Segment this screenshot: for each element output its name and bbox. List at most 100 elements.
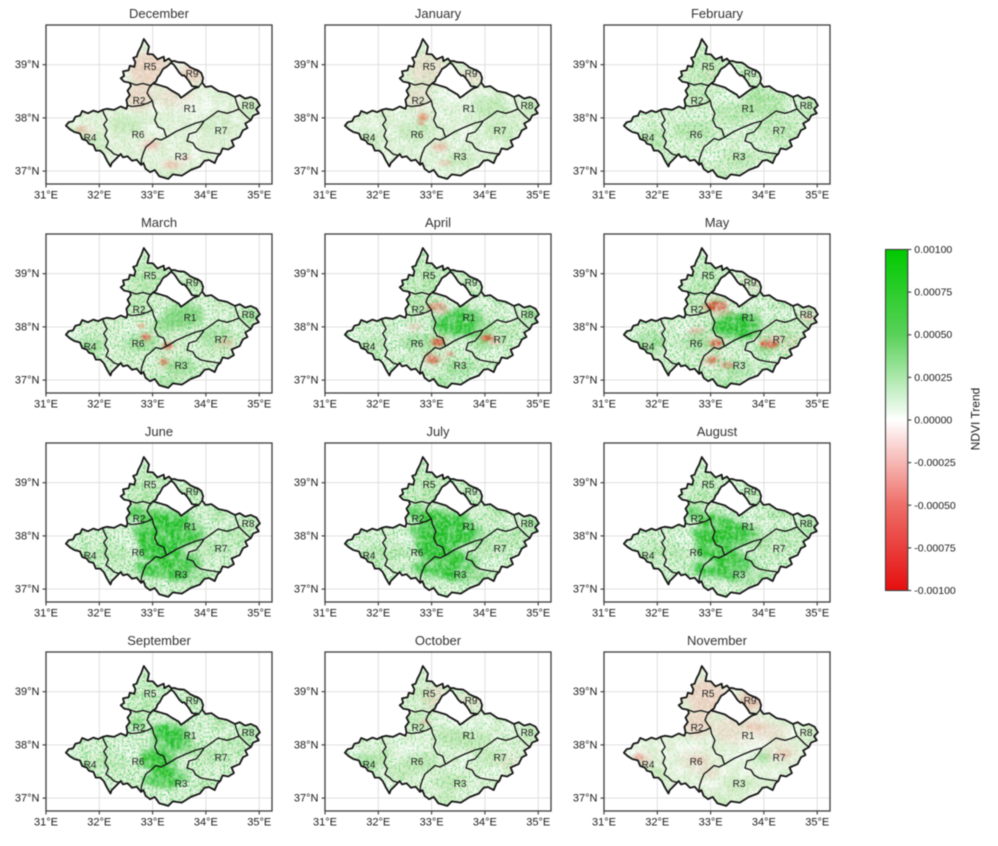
svg-text:38°N: 38°N	[294, 112, 319, 124]
svg-text:R7: R7	[773, 335, 786, 346]
svg-text:33°E: 33°E	[141, 817, 165, 829]
svg-text:R9: R9	[186, 278, 199, 289]
svg-text:March: March	[141, 215, 177, 230]
svg-text:35°E: 35°E	[247, 190, 271, 202]
svg-text:-0.00100: -0.00100	[914, 585, 956, 597]
svg-text:R7: R7	[494, 753, 507, 764]
svg-text:38°N: 38°N	[573, 112, 598, 124]
svg-text:R2: R2	[691, 723, 704, 734]
svg-text:31°E: 31°E	[34, 399, 58, 411]
svg-text:35°E: 35°E	[247, 817, 271, 829]
svg-text:34°E: 34°E	[194, 399, 218, 411]
svg-text:37°N: 37°N	[573, 166, 598, 178]
svg-text:R9: R9	[744, 487, 757, 498]
svg-text:R1: R1	[742, 104, 755, 115]
svg-text:R3: R3	[454, 779, 467, 790]
svg-text:R2: R2	[691, 305, 704, 316]
svg-text:33°E: 33°E	[699, 190, 723, 202]
svg-text:-0.00050: -0.00050	[914, 500, 956, 512]
svg-text:R4: R4	[642, 342, 655, 353]
svg-text:39°N: 39°N	[573, 477, 598, 489]
svg-text:R1: R1	[742, 313, 755, 324]
svg-text:R1: R1	[463, 522, 476, 533]
svg-text:R3: R3	[175, 361, 188, 372]
svg-text:R6: R6	[690, 130, 703, 141]
svg-text:35°E: 35°E	[526, 399, 550, 411]
svg-text:34°E: 34°E	[473, 190, 497, 202]
svg-text:R5: R5	[423, 271, 436, 282]
svg-text:38°N: 38°N	[294, 321, 319, 333]
svg-text:32°E: 32°E	[645, 399, 669, 411]
svg-text:32°E: 32°E	[366, 608, 390, 620]
svg-text:31°E: 31°E	[313, 190, 337, 202]
svg-text:R7: R7	[494, 335, 507, 346]
svg-text:R6: R6	[690, 339, 703, 350]
svg-text:December: December	[129, 6, 190, 21]
svg-text:R2: R2	[691, 96, 704, 107]
svg-text:R9: R9	[186, 69, 199, 80]
svg-text:33°E: 33°E	[420, 190, 444, 202]
svg-text:38°N: 38°N	[294, 530, 319, 542]
svg-text:R6: R6	[411, 130, 424, 141]
svg-text:R4: R4	[642, 133, 655, 144]
svg-text:R2: R2	[412, 305, 425, 316]
svg-text:35°E: 35°E	[526, 608, 550, 620]
svg-text:R5: R5	[144, 689, 157, 700]
svg-text:R8: R8	[242, 310, 255, 321]
svg-text:R1: R1	[184, 522, 197, 533]
svg-text:R1: R1	[463, 104, 476, 115]
svg-text:September: September	[127, 633, 191, 648]
svg-text:October: October	[415, 633, 462, 648]
svg-text:35°E: 35°E	[247, 608, 271, 620]
svg-text:0.00025: 0.00025	[914, 372, 952, 384]
svg-text:R7: R7	[215, 753, 228, 764]
svg-text:R1: R1	[463, 313, 476, 324]
svg-text:R4: R4	[642, 760, 655, 771]
svg-text:33°E: 33°E	[420, 817, 444, 829]
svg-text:32°E: 32°E	[87, 190, 111, 202]
svg-text:R3: R3	[454, 361, 467, 372]
svg-text:31°E: 31°E	[34, 817, 58, 829]
svg-text:R9: R9	[465, 69, 478, 80]
svg-text:38°N: 38°N	[15, 321, 40, 333]
svg-text:38°N: 38°N	[15, 530, 40, 542]
svg-text:R4: R4	[363, 342, 376, 353]
svg-text:33°E: 33°E	[420, 399, 444, 411]
svg-text:R6: R6	[132, 130, 145, 141]
svg-text:R8: R8	[242, 728, 255, 739]
svg-text:34°E: 34°E	[194, 190, 218, 202]
svg-text:April: April	[425, 215, 451, 230]
svg-text:R5: R5	[144, 62, 157, 73]
svg-text:32°E: 32°E	[87, 817, 111, 829]
svg-text:July: July	[426, 424, 450, 439]
svg-text:R9: R9	[186, 487, 199, 498]
svg-text:R4: R4	[84, 551, 97, 562]
svg-text:38°N: 38°N	[573, 530, 598, 542]
svg-text:R6: R6	[690, 757, 703, 768]
svg-text:R2: R2	[133, 723, 146, 734]
svg-text:39°N: 39°N	[15, 268, 40, 280]
svg-text:33°E: 33°E	[699, 608, 723, 620]
svg-text:R9: R9	[465, 696, 478, 707]
svg-text:R4: R4	[363, 133, 376, 144]
svg-text:R5: R5	[423, 689, 436, 700]
svg-text:R3: R3	[733, 152, 746, 163]
svg-text:R8: R8	[521, 519, 534, 530]
svg-text:37°N: 37°N	[15, 584, 40, 596]
svg-text:R8: R8	[800, 310, 813, 321]
svg-text:32°E: 32°E	[366, 399, 390, 411]
svg-text:0.00000: 0.00000	[914, 415, 952, 427]
svg-text:February: February	[691, 6, 744, 21]
svg-text:November: November	[687, 633, 748, 648]
svg-text:37°N: 37°N	[573, 793, 598, 805]
svg-text:R7: R7	[215, 126, 228, 137]
svg-text:35°E: 35°E	[805, 399, 829, 411]
svg-text:38°N: 38°N	[573, 321, 598, 333]
svg-text:0.00075: 0.00075	[914, 287, 952, 299]
svg-text:37°N: 37°N	[573, 584, 598, 596]
svg-text:38°N: 38°N	[294, 739, 319, 751]
svg-text:39°N: 39°N	[294, 268, 319, 280]
svg-text:R2: R2	[412, 514, 425, 525]
svg-text:37°N: 37°N	[15, 375, 40, 387]
svg-text:R6: R6	[411, 339, 424, 350]
